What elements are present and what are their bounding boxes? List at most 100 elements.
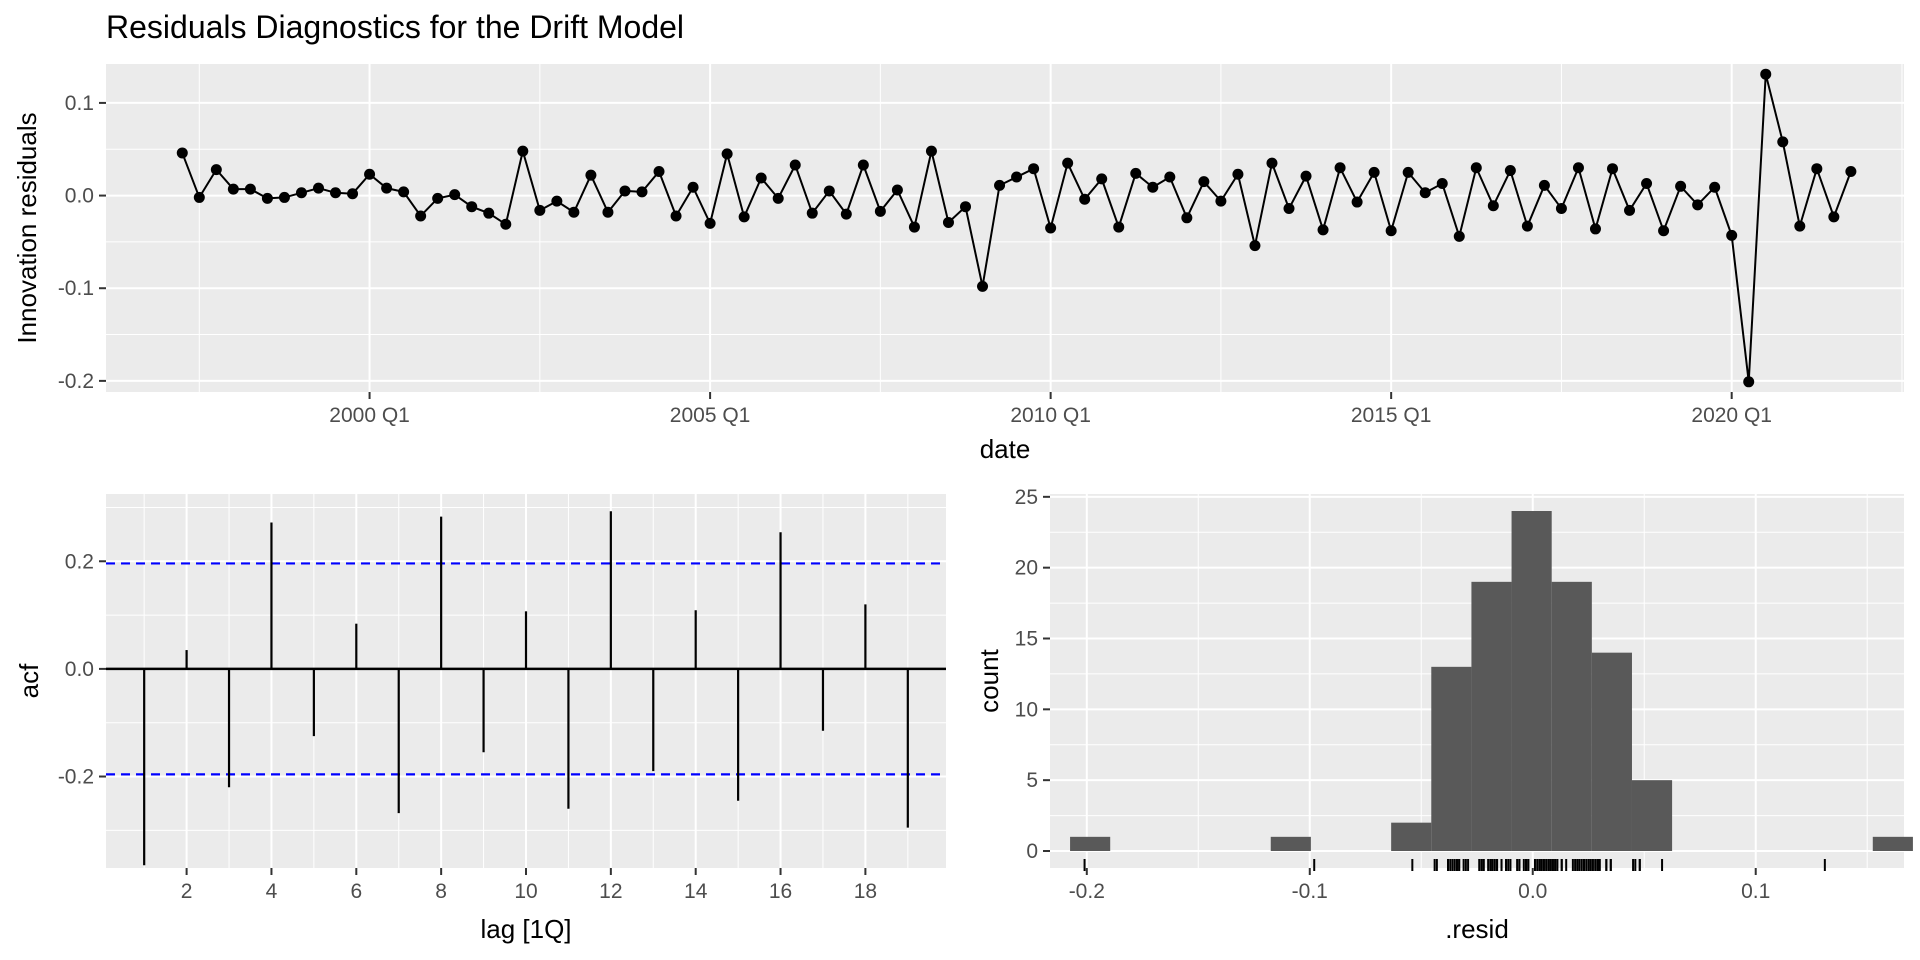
y-tick-label: 0.0	[65, 658, 94, 681]
y-axis-title: Innovation residuals	[12, 112, 42, 343]
residual-point	[1317, 224, 1329, 236]
y-axis-title: acf	[14, 663, 44, 698]
y-tick-label: 0	[1026, 840, 1038, 863]
residual-point	[244, 183, 256, 195]
x-tick-label: 14	[684, 880, 708, 903]
x-tick-label: 16	[769, 880, 792, 903]
histogram-bar	[1471, 581, 1512, 851]
x-tick-label: 2	[181, 880, 193, 903]
x-tick-label: 2005 Q1	[670, 404, 751, 427]
y-tick-label: 25	[1015, 486, 1038, 509]
residual-timeseries-panel: 0.1 0.0 -0.1 -0.2 2000 Q1 2005 Q1 2010 Q1 2015 …	[12, 64, 1904, 464]
x-tick-label: 4	[266, 880, 278, 903]
residual-point	[449, 189, 461, 201]
x-tick-label: 10	[514, 880, 537, 903]
y-tick-label: 0.2	[65, 550, 94, 573]
residual-point	[381, 182, 393, 194]
residual-point	[1198, 176, 1210, 188]
y-tick-label: 0.1	[65, 92, 94, 115]
y-tick-label: -0.2	[58, 766, 94, 789]
residual-point	[1215, 195, 1227, 207]
y-tick-label: -0.2	[58, 370, 94, 393]
y-tick-label: 5	[1026, 769, 1038, 792]
residual-point	[432, 192, 444, 204]
y-tick-label: 20	[1015, 557, 1038, 580]
residual-point	[687, 181, 699, 193]
residual-point	[534, 204, 546, 216]
residual-point	[704, 217, 716, 229]
residual-point	[1249, 240, 1261, 252]
residual-point	[1334, 162, 1346, 174]
residual-point	[1487, 200, 1499, 212]
residual-point	[1045, 222, 1057, 234]
residual-point	[1164, 171, 1176, 183]
histogram-bar	[1070, 836, 1111, 851]
residual-point	[193, 191, 205, 203]
residual-point	[415, 210, 427, 222]
residual-point	[1079, 193, 1091, 205]
residual-point	[619, 185, 631, 197]
residual-point	[295, 187, 307, 199]
x-tick-label: 2020 Q1	[1691, 404, 1772, 427]
residual-point	[1436, 178, 1448, 190]
residual-point	[840, 208, 852, 220]
residual-point	[857, 159, 869, 171]
residual-point	[1555, 203, 1567, 215]
residual-point	[176, 147, 188, 159]
x-tick-label: 2000 Q1	[329, 404, 410, 427]
residual-point	[602, 206, 614, 218]
y-tick-label: 0.0	[65, 185, 94, 208]
residual-point	[517, 145, 529, 157]
x-tick-label: 0.0	[1518, 880, 1547, 903]
residual-point	[1811, 163, 1823, 175]
residual-point	[1607, 163, 1619, 175]
histogram-bar	[1511, 511, 1552, 851]
residual-point	[1113, 221, 1125, 233]
x-tick-label: -0.1	[1292, 880, 1328, 903]
x-tick-label: 2010 Q1	[1010, 404, 1091, 427]
residual-point	[261, 192, 273, 204]
residual-point	[823, 185, 835, 197]
y-axis-title: count	[974, 648, 1004, 712]
histogram-bar	[1591, 652, 1632, 851]
residual-point	[1300, 170, 1312, 182]
histogram-bar	[1391, 822, 1432, 851]
residual-point	[1624, 204, 1636, 216]
residual-point	[1726, 229, 1738, 241]
residual-point	[1675, 180, 1687, 192]
residual-point	[1181, 212, 1193, 224]
histogram-bar	[1872, 836, 1913, 851]
residual-point	[670, 210, 682, 222]
residual-point	[959, 201, 971, 213]
residual-point	[994, 179, 1006, 191]
x-tick-label: 2015 Q1	[1351, 404, 1432, 427]
residual-point	[568, 206, 580, 218]
residual-point	[1130, 167, 1142, 179]
histogram-bar	[1431, 666, 1472, 851]
residual-point	[347, 188, 359, 200]
residual-point	[1011, 171, 1023, 183]
residual-point	[500, 218, 512, 230]
residual-point	[1504, 165, 1516, 177]
residual-point	[1062, 157, 1074, 169]
residual-point	[1641, 178, 1653, 190]
residual-point	[1385, 225, 1397, 237]
residual-point	[1351, 196, 1363, 208]
residual-point	[1419, 187, 1431, 199]
residual-point	[1232, 168, 1244, 180]
residual-point	[1743, 376, 1755, 388]
residual-point	[1368, 166, 1380, 178]
y-tick-label: -0.1	[58, 277, 94, 300]
residual-point	[210, 164, 222, 176]
residual-point	[942, 216, 954, 228]
residual-point	[551, 195, 563, 207]
residual-point	[1658, 225, 1670, 237]
x-tick-label: 12	[599, 880, 622, 903]
residual-point	[483, 207, 495, 219]
residual-point	[789, 159, 801, 171]
residual-point	[1794, 220, 1806, 232]
residual-point	[806, 207, 818, 219]
residual-point	[874, 205, 886, 217]
